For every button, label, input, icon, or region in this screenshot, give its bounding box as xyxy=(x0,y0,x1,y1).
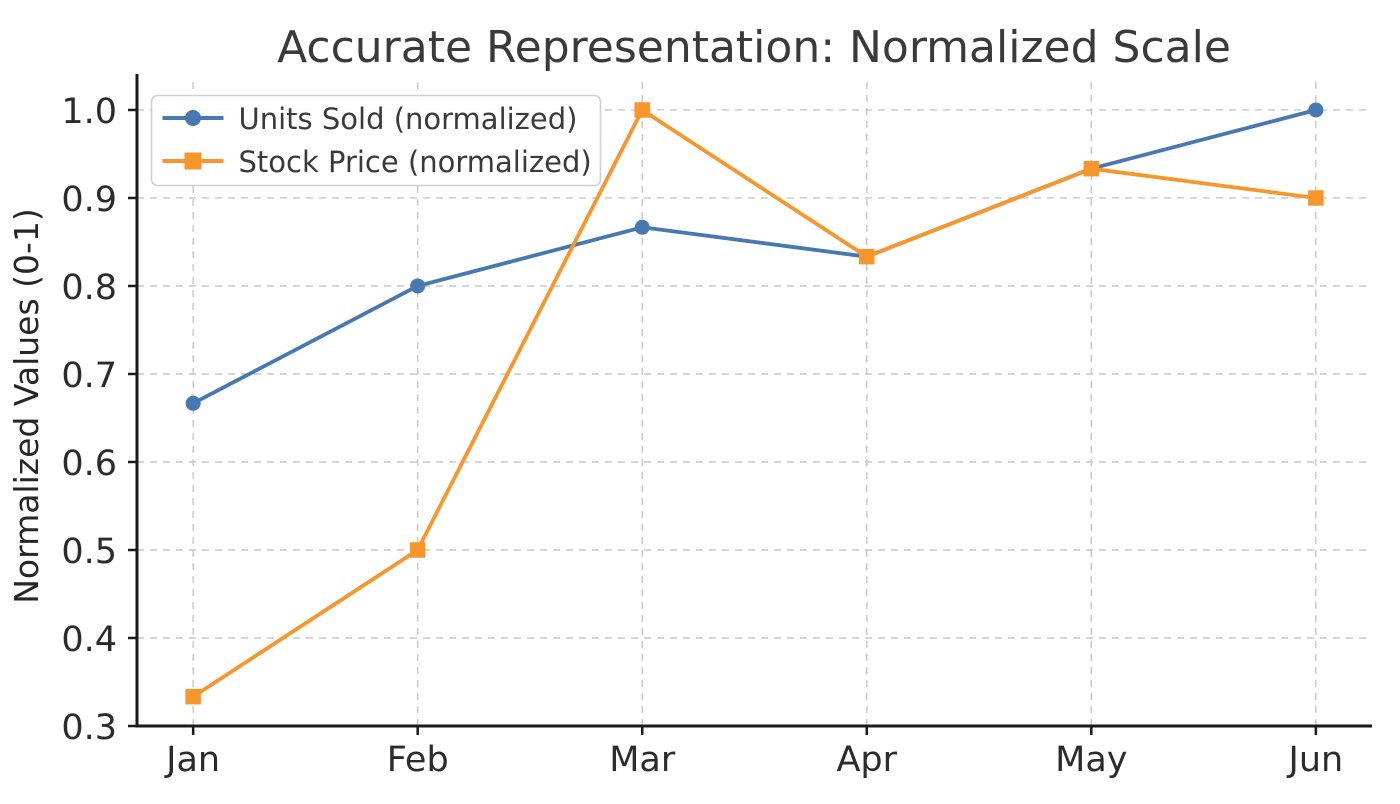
y-tick-label: 1.0 xyxy=(61,92,117,132)
series xyxy=(185,102,1324,705)
data-point-stock-price-normalized xyxy=(409,542,426,558)
x-tick-label: Jan xyxy=(164,740,220,780)
x-tick-label: May xyxy=(1055,740,1127,780)
y-tick-label: 0.9 xyxy=(61,180,117,220)
legend-box xyxy=(150,94,602,187)
y-tick-label: 0.3 xyxy=(61,708,117,748)
legend-label-units-sold-normalized: Units Sold (normalized) xyxy=(239,102,578,136)
data-point-units-sold-normalized xyxy=(634,219,650,235)
data-point-stock-price-normalized xyxy=(634,102,650,118)
y-tick-label: 0.6 xyxy=(61,444,117,484)
y-tick-label: 0.7 xyxy=(61,356,117,396)
x-tick-label: Mar xyxy=(609,740,676,780)
y-tick-label: 0.8 xyxy=(61,268,117,308)
data-point-stock-price-normalized xyxy=(859,248,875,265)
axes xyxy=(128,74,1372,735)
legend-marker-stock-price-normalized xyxy=(184,152,202,170)
tick-labels: 0.3 0.4 0.5 0.6 0.7 0.8 0.9 1.0 Jan Feb Mar Apr May J… xyxy=(61,92,1343,780)
data-point-stock-price-normalized xyxy=(1083,160,1100,177)
legend-marker-units-sold-normalized xyxy=(185,110,201,126)
data-point-units-sold-normalized xyxy=(410,278,426,294)
grid xyxy=(137,82,1372,727)
chart-title: Accurate Representation: Normalized Scal… xyxy=(277,22,1231,73)
series-line-stock-price-normalized xyxy=(191,108,1318,699)
y-axis-label: Normalized Values (0-1) xyxy=(7,208,46,604)
legend-label-stock-price-normalized: Stock Price (normalized) xyxy=(239,145,592,179)
x-tick-label: Apr xyxy=(836,740,897,780)
legend: Units Sold (normalized) Stock Price (norm… xyxy=(150,94,602,187)
y-tick-label: 0.5 xyxy=(61,532,117,572)
data-point-units-sold-normalized xyxy=(185,395,201,411)
x-tick-label: Jun xyxy=(1287,740,1344,780)
y-tick-label: 0.4 xyxy=(61,620,117,660)
series-line-units-sold-normalized xyxy=(191,108,1318,406)
data-point-stock-price-normalized xyxy=(185,688,201,705)
data-point-units-sold-normalized xyxy=(1308,102,1324,118)
data-point-stock-price-normalized xyxy=(1308,190,1324,206)
x-tick-label: Feb xyxy=(387,740,449,780)
